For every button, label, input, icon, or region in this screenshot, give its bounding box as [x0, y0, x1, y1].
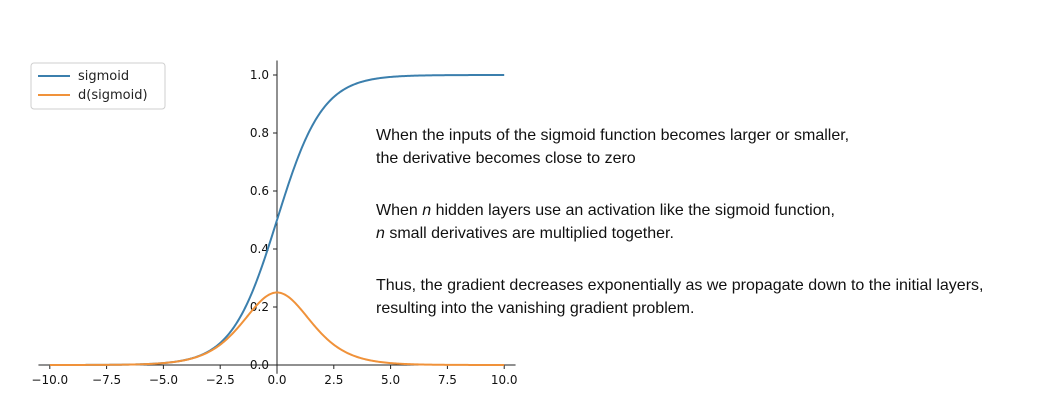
note-2-line-1: When n hidden layers use an activation l… — [376, 199, 1056, 222]
note-3-line-2: resulting into the vanishing gradient pr… — [376, 300, 695, 317]
paragraph-derivative-zero: When the inputs of the sigmoid function … — [376, 124, 1056, 170]
series-line-derivative — [49, 291, 505, 366]
note-3-line-1: Thus, the gradient decreases exponential… — [376, 277, 984, 294]
note-2-variable-n-2: n — [376, 225, 385, 242]
note-2-line-1-rest: hidden layers use an activation like the… — [431, 202, 835, 219]
legend-box — [30, 62, 166, 110]
note-2-variable-n: n — [422, 202, 432, 219]
x-tick-label: −10.0 — [31, 373, 68, 387]
paragraph-hidden-layers: When n hidden layers use an activation l… — [376, 199, 1056, 245]
legend-label-sigmoid: sigmoid — [78, 69, 129, 84]
y-tick-label: 1.0 — [250, 68, 269, 82]
note-1-line-2: the derivative becomes close to zero — [376, 150, 636, 167]
explanation-text: When the inputs of the sigmoid function … — [376, 124, 1056, 349]
x-tick-label: 2.5 — [324, 373, 343, 387]
x-tick-label: 0.0 — [267, 373, 286, 387]
note-2-line-2-rest: small derivatives are multiplied togethe… — [384, 225, 674, 242]
x-tick-label: 10.0 — [491, 373, 518, 387]
x-tick-label: −7.5 — [92, 373, 121, 387]
note-2-prefix: When — [376, 202, 423, 219]
legend-label-derivative: d(sigmoid) — [78, 88, 148, 103]
y-tick-label: 0.2 — [250, 300, 269, 314]
y-tick-label: 0.0 — [250, 358, 269, 372]
y-tick-label: 0.6 — [250, 184, 269, 198]
series-group — [49, 74, 505, 366]
y-tick-label: 0.4 — [250, 242, 269, 256]
note-1-line-1: When the inputs of the sigmoid function … — [376, 127, 850, 144]
legend: sigmoid d(sigmoid) — [30, 62, 166, 110]
x-tick-label: 7.5 — [438, 373, 457, 387]
x-tick-label: −2.5 — [206, 373, 235, 387]
note-2-line-2: n small derivatives are multiplied toget… — [376, 222, 1056, 245]
y-tick-label: 0.8 — [250, 126, 269, 140]
x-tick-label: −5.0 — [149, 373, 178, 387]
x-tick-label: 5.0 — [381, 373, 400, 387]
paragraph-vanishing-gradient: Thus, the gradient decreases exponential… — [376, 274, 1056, 320]
axes: −10.0 −7.5 −5.0 −2.5 0.0 2.5 5.0 7.5 10.0 0.0 0.2 0… — [31, 60, 518, 387]
